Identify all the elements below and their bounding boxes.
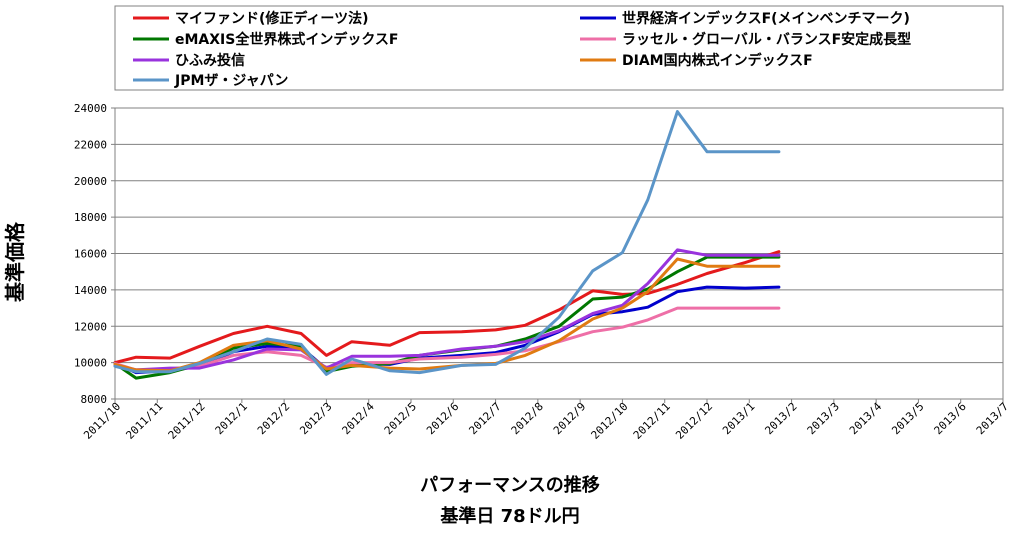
x-tick-label: 2012/9 (551, 400, 588, 437)
x-axis-title: パフォーマンスの推移 (420, 474, 600, 496)
y-tick-label: 8000 (81, 393, 108, 406)
legend-label-4: ひふみ投信 (175, 52, 245, 69)
x-tick-label: 2013/7 (974, 400, 1011, 437)
series-line-5 (113, 257, 781, 373)
y-tick-label: 16000 (74, 248, 107, 261)
y-tick-label: 12000 (74, 320, 107, 333)
series-line-4 (113, 248, 781, 372)
legend-label-2: eMAXIS全世界株式インデックスF (175, 31, 399, 48)
x-tick-label: 2011/10 (81, 400, 123, 442)
y-axis-ticks: 8000 10000 12000 14000 16000 18000 20000 22000 2… (74, 102, 115, 406)
x-tick-label: 2013/4 (847, 400, 885, 438)
legend: マイファンド(修正ディーツ法) 世界経済インデックスF(メインベンチマーク) eMA… (133, 10, 911, 89)
series-line-3 (113, 306, 781, 372)
x-tick-label: 2012/8 (509, 400, 546, 437)
x-tick-label: 2011/12 (166, 400, 208, 442)
x-tick-label: 2013/1 (720, 400, 757, 437)
y-tick-label: 24000 (74, 102, 107, 115)
x-tick-label: 2012/12 (673, 400, 715, 442)
series-line-0 (113, 250, 781, 365)
x-tick-label: 2012/4 (340, 400, 378, 438)
x-tick-label: 2012/6 (424, 400, 461, 437)
y-tick-label: 18000 (74, 211, 107, 224)
x-tick-label: 2013/5 (889, 400, 926, 437)
y-tick-label: 20000 (74, 175, 107, 188)
x-tick-label: 2013/3 (805, 400, 842, 437)
y-tick-label: 22000 (74, 138, 107, 151)
legend-label-1: 世界経済インデックスF(メインベンチマーク) (622, 10, 910, 27)
x-tick-label: 2012/7 (466, 400, 503, 437)
series-lines (113, 110, 781, 380)
legend-label-6: JPMザ・ジャパン (174, 73, 288, 89)
series-line-6 (113, 110, 781, 376)
legend-label-3: ラッセル・グローバル・バランスF安定成長型 (622, 31, 911, 48)
x-tick-label: 2012/5 (382, 400, 419, 437)
x-tick-label: 2012/2 (255, 400, 292, 437)
legend-box (114, 5, 1004, 91)
x-tick-label: 2012/10 (589, 400, 631, 442)
x-tick-label: 2012/11 (631, 400, 673, 442)
legend-label-0: マイファンド(修正ディーツ法) (175, 10, 369, 27)
y-axis-title: 基準価格 (3, 221, 27, 302)
y-tick-label: 14000 (74, 284, 107, 297)
x-axis-subtitle: 基準日 78ドル円 (439, 505, 579, 527)
x-tick-label: 2012/3 (297, 400, 334, 437)
x-tick-label: 2013/2 (762, 400, 799, 437)
legend-label-5: DIAM国内株式インデックスF (622, 52, 813, 69)
x-tick-label: 2013/6 (932, 400, 969, 437)
x-tick-label: 2012/1 (213, 400, 250, 437)
x-axis-ticks: 2011/10 2011/11 2011/12 2012/1 2012/2 2012/3 2… (81, 399, 1011, 442)
y-tick-label: 10000 (74, 357, 107, 370)
x-tick-label: 2011/11 (123, 400, 165, 442)
